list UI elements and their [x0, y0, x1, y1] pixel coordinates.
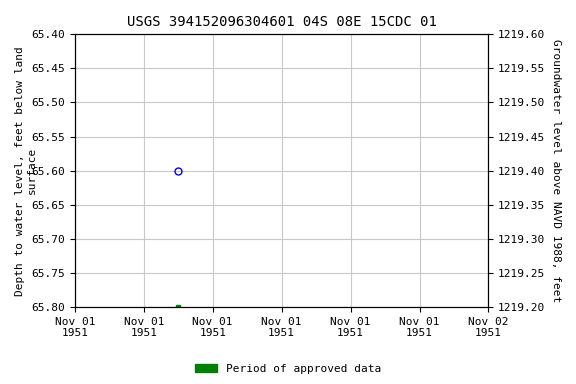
Y-axis label: Depth to water level, feet below land
surface: Depth to water level, feet below land su…	[15, 46, 37, 296]
Y-axis label: Groundwater level above NAVD 1988, feet: Groundwater level above NAVD 1988, feet	[551, 39, 561, 302]
Title: USGS 394152096304601 04S 08E 15CDC 01: USGS 394152096304601 04S 08E 15CDC 01	[127, 15, 437, 29]
Legend: Period of approved data: Period of approved data	[191, 359, 385, 379]
